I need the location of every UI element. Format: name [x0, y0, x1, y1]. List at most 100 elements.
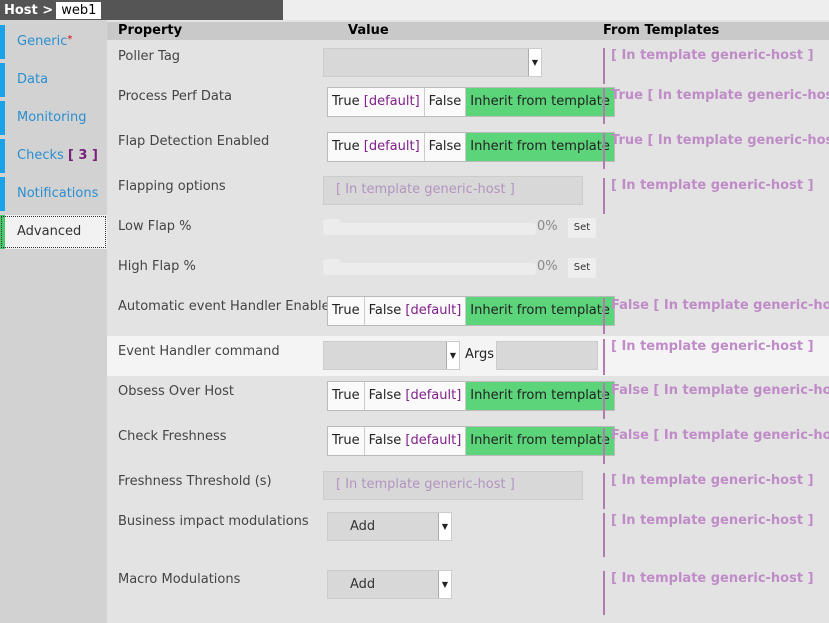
property-label: Process Perf Data	[118, 89, 232, 104]
sidebar-item-checks[interactable]: Checks [ 3 ]	[0, 139, 107, 173]
top-bar-filler	[283, 0, 829, 20]
row-business-impact-modulations: Business impact modulations Add ▼ [ In te…	[107, 512, 829, 571]
sidebar-item-label: Advanced	[17, 224, 82, 239]
row-high-flap: High Flap % 0% Set	[107, 258, 829, 298]
property-label: Freshness Threshold (s)	[118, 474, 272, 489]
flap-detection-toggle: True [default] False Inherit from templa…	[327, 132, 615, 162]
args-input[interactable]	[496, 341, 598, 370]
template-value: False [ In template generic-host ]	[603, 383, 829, 419]
template-value: [ In template generic-host ]	[603, 48, 814, 84]
sidebar-item-notifications[interactable]: Notifications	[0, 177, 107, 211]
template-value: False [ In template generic-host ]	[603, 428, 829, 464]
property-label: Event Handler command	[118, 344, 280, 359]
chevron-down-icon: ▼	[446, 342, 459, 369]
sidebar-item-label: Data	[17, 72, 49, 87]
option-inherit[interactable]: Inherit from template	[466, 382, 614, 410]
advanced-properties-table: Property Value From Templates Poller Tag…	[107, 20, 829, 623]
property-label: Flapping options	[118, 179, 226, 194]
sidebar-item-label: Generic	[17, 34, 68, 49]
process-perf-toggle: True [default] False Inherit from templa…	[327, 87, 615, 117]
breadcrumb-prefix: Host >	[4, 3, 54, 18]
row-check-freshness: Check Freshness True False [default] Inh…	[107, 426, 829, 473]
auto-event-handler-toggle: True False [default] Inherit from templa…	[327, 296, 615, 326]
template-value: [ In template generic-host ]	[603, 513, 814, 557]
row-event-handler-command: Event Handler command ▼ Args [ In templa…	[107, 336, 829, 376]
option-true[interactable]: True	[328, 297, 365, 325]
option-inherit[interactable]: Inherit from template	[466, 88, 614, 116]
flapping-options-field[interactable]: [ In template generic-host ]	[323, 176, 583, 205]
high-flap-slider[interactable]	[323, 259, 536, 275]
row-auto-event-handler: Automatic event Handler Enabled True Fal…	[107, 296, 829, 343]
chevron-down-icon: ▼	[438, 571, 451, 598]
required-star: *	[67, 34, 73, 45]
chevron-down-icon: ▼	[438, 513, 451, 540]
args-label: Args	[465, 347, 495, 362]
option-false[interactable]: False	[425, 88, 467, 116]
sidebar-item-advanced[interactable]: Advanced	[0, 215, 107, 249]
row-low-flap: Low Flap % 0% Set	[107, 218, 829, 258]
chevron-down-icon: ▼	[528, 49, 541, 76]
template-value: [ In template generic-host ]	[603, 178, 814, 214]
row-flapping-options: Flapping options [ In template generic-h…	[107, 176, 829, 218]
option-false[interactable]: False [default]	[365, 427, 467, 455]
sidebar-item-label: Checks	[17, 148, 64, 163]
option-inherit[interactable]: Inherit from template	[466, 427, 614, 455]
slider-handle[interactable]	[323, 259, 341, 275]
template-value: False [ In template generic-host ]	[603, 298, 829, 334]
option-true[interactable]: True [default]	[328, 88, 425, 116]
low-flap-value: 0%	[537, 219, 558, 234]
option-inherit[interactable]: Inherit from template	[466, 133, 614, 161]
checks-count-badge: [ 3 ]	[67, 148, 98, 163]
option-true[interactable]: True	[328, 382, 365, 410]
property-label: Low Flap %	[118, 219, 192, 234]
row-flap-detection: Flap Detection Enabled True [default] Fa…	[107, 132, 829, 178]
property-label: Business impact modulations	[118, 514, 309, 529]
property-label: Automatic event Handler Enabled	[118, 299, 338, 314]
option-true[interactable]: True [default]	[328, 133, 425, 161]
row-macro-modulations: Macro Modulations Add ▼ [ In template gen…	[107, 570, 829, 621]
row-obsess-over-host: Obsess Over Host True False [default] In…	[107, 381, 829, 428]
set-low-flap-button[interactable]: Set	[568, 218, 596, 238]
breadcrumb-host[interactable]: web1	[56, 2, 102, 19]
template-value: True [ In template generic-host ]	[603, 88, 829, 124]
option-false[interactable]: False [default]	[365, 382, 467, 410]
sidebar-item-data[interactable]: Data	[0, 63, 107, 97]
obsess-over-host-toggle: True False [default] Inherit from templa…	[327, 381, 615, 411]
option-true[interactable]: True	[328, 427, 365, 455]
sidebar-item-label: Monitoring	[17, 110, 87, 125]
table-header: Property Value From Templates	[107, 22, 829, 40]
sidebar: Generic* Data Monitoring Checks [ 3 ] No…	[0, 20, 107, 623]
event-handler-select[interactable]: ▼	[323, 341, 460, 370]
row-freshness-threshold: Freshness Threshold (s) [ In template ge…	[107, 471, 829, 513]
sidebar-item-monitoring[interactable]: Monitoring	[0, 101, 107, 135]
column-header-property: Property	[118, 23, 183, 38]
option-false[interactable]: False	[425, 133, 467, 161]
row-process-perf-data: Process Perf Data True [default] False I…	[107, 87, 829, 133]
macro-add-select[interactable]: Add ▼	[327, 570, 452, 599]
business-impact-add-select[interactable]: Add ▼	[327, 512, 452, 541]
sidebar-item-generic[interactable]: Generic*	[0, 25, 107, 59]
row-poller-tag: Poller Tag ▼ [ In template generic-host …	[107, 48, 829, 88]
property-label: Check Freshness	[118, 429, 227, 444]
slider-handle[interactable]	[323, 219, 341, 235]
template-value: [ In template generic-host ]	[603, 339, 814, 375]
set-high-flap-button[interactable]: Set	[568, 258, 596, 278]
property-label: Poller Tag	[118, 49, 181, 64]
template-value: [ In template generic-host ]	[603, 473, 814, 509]
option-inherit[interactable]: Inherit from template	[466, 297, 614, 325]
template-value: [ In template generic-host ]	[603, 571, 814, 615]
property-label: Flap Detection Enabled	[118, 134, 270, 149]
sidebar-item-label: Notifications	[17, 186, 99, 201]
column-header-templates: From Templates	[603, 23, 720, 38]
property-label: High Flap %	[118, 259, 196, 274]
high-flap-value: 0%	[537, 259, 558, 274]
property-label: Obsess Over Host	[118, 384, 234, 399]
option-false[interactable]: False [default]	[365, 297, 467, 325]
column-header-value: Value	[348, 23, 389, 38]
poller-tag-select[interactable]: ▼	[323, 48, 542, 77]
property-label: Macro Modulations	[118, 572, 241, 587]
low-flap-slider[interactable]	[323, 219, 536, 235]
freshness-threshold-field[interactable]: [ In template generic-host ]	[323, 471, 583, 500]
template-value: True [ In template generic-host ]	[603, 133, 829, 169]
check-freshness-toggle: True False [default] Inherit from templa…	[327, 426, 615, 456]
